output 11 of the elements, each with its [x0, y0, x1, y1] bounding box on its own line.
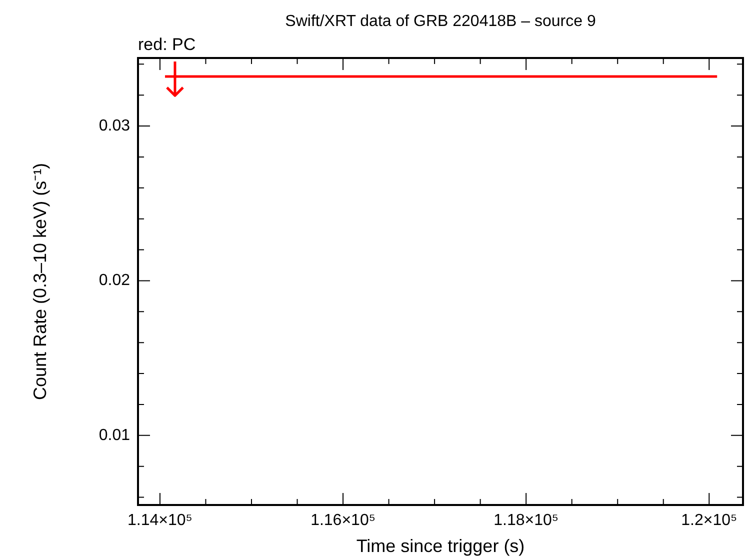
- x-tick-label: 1.2×10⁵: [681, 512, 738, 530]
- x-tick-label: 1.14×10⁵: [128, 512, 192, 530]
- y-axis-title: Count Rate (0.3–10 keV) (s⁻¹): [30, 162, 50, 400]
- y-tick-label: 0.03: [98, 117, 130, 134]
- x-axis-title: Time since trigger (s): [356, 536, 525, 556]
- y-tick-label: 0.02: [98, 272, 130, 290]
- x-tick-label: 1.16×10⁵: [310, 512, 376, 530]
- y-tick-label: 0.01: [98, 426, 130, 444]
- chart-title: Swift/XRT data of GRB 220418B – source 9: [285, 13, 596, 30]
- text: red: PC: [138, 35, 196, 54]
- x-tick-label: 1.18×10⁵: [494, 512, 559, 530]
